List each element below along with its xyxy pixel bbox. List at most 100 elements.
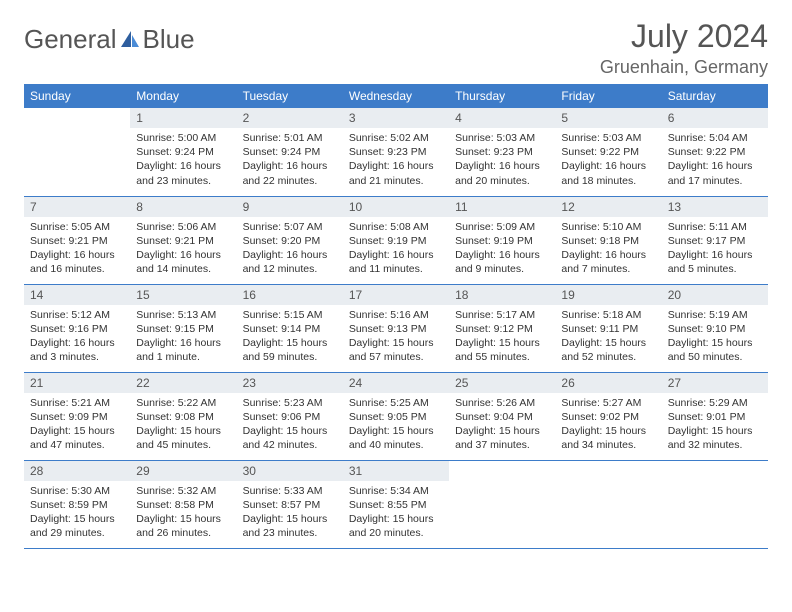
- sunset-text: Sunset: 8:58 PM: [136, 498, 230, 512]
- sunrise-text: Sunrise: 5:29 AM: [668, 396, 762, 410]
- day-details: Sunrise: 5:05 AMSunset: 9:21 PMDaylight:…: [24, 217, 130, 283]
- day-number: 2: [237, 108, 343, 128]
- sunset-text: Sunset: 9:23 PM: [349, 145, 443, 159]
- day-details: Sunrise: 5:11 AMSunset: 9:17 PMDaylight:…: [662, 217, 768, 283]
- day-number: 13: [662, 197, 768, 217]
- day-details: Sunrise: 5:34 AMSunset: 8:55 PMDaylight:…: [343, 481, 449, 547]
- daylight-text: Daylight: 16 hours and 21 minutes.: [349, 159, 443, 187]
- calendar-day-cell: 27Sunrise: 5:29 AMSunset: 9:01 PMDayligh…: [662, 372, 768, 460]
- calendar-day-cell: 22Sunrise: 5:22 AMSunset: 9:08 PMDayligh…: [130, 372, 236, 460]
- brand-general: General: [24, 24, 117, 55]
- day-details: Sunrise: 5:17 AMSunset: 9:12 PMDaylight:…: [449, 305, 555, 371]
- sunrise-text: Sunrise: 5:25 AM: [349, 396, 443, 410]
- daylight-text: Daylight: 16 hours and 3 minutes.: [30, 336, 124, 364]
- sunrise-text: Sunrise: 5:22 AM: [136, 396, 230, 410]
- calendar-day-cell: 17Sunrise: 5:16 AMSunset: 9:13 PMDayligh…: [343, 284, 449, 372]
- calendar-day-cell: 5Sunrise: 5:03 AMSunset: 9:22 PMDaylight…: [555, 108, 661, 196]
- sail-icon: [119, 29, 141, 51]
- calendar-week-row: 7Sunrise: 5:05 AMSunset: 9:21 PMDaylight…: [24, 196, 768, 284]
- daylight-text: Daylight: 16 hours and 11 minutes.: [349, 248, 443, 276]
- calendar-table: Sunday Monday Tuesday Wednesday Thursday…: [24, 84, 768, 549]
- calendar-day-cell: 12Sunrise: 5:10 AMSunset: 9:18 PMDayligh…: [555, 196, 661, 284]
- daylight-text: Daylight: 15 hours and 32 minutes.: [668, 424, 762, 452]
- sunset-text: Sunset: 9:19 PM: [349, 234, 443, 248]
- daylight-text: Daylight: 16 hours and 16 minutes.: [30, 248, 124, 276]
- sunset-text: Sunset: 9:04 PM: [455, 410, 549, 424]
- daylight-text: Daylight: 15 hours and 52 minutes.: [561, 336, 655, 364]
- day-details: Sunrise: 5:18 AMSunset: 9:11 PMDaylight:…: [555, 305, 661, 371]
- weekday-header: Thursday: [449, 84, 555, 108]
- daylight-text: Daylight: 16 hours and 14 minutes.: [136, 248, 230, 276]
- sunrise-text: Sunrise: 5:12 AM: [30, 308, 124, 322]
- sunrise-text: Sunrise: 5:08 AM: [349, 220, 443, 234]
- calendar-day-cell: 18Sunrise: 5:17 AMSunset: 9:12 PMDayligh…: [449, 284, 555, 372]
- day-number: 31: [343, 461, 449, 481]
- day-details: Sunrise: 5:06 AMSunset: 9:21 PMDaylight:…: [130, 217, 236, 283]
- sunset-text: Sunset: 9:10 PM: [668, 322, 762, 336]
- day-details: Sunrise: 5:13 AMSunset: 9:15 PMDaylight:…: [130, 305, 236, 371]
- sunrise-text: Sunrise: 5:11 AM: [668, 220, 762, 234]
- day-number: 28: [24, 461, 130, 481]
- calendar-day-cell: 29Sunrise: 5:32 AMSunset: 8:58 PMDayligh…: [130, 460, 236, 548]
- calendar-week-row: 21Sunrise: 5:21 AMSunset: 9:09 PMDayligh…: [24, 372, 768, 460]
- sunrise-text: Sunrise: 5:04 AM: [668, 131, 762, 145]
- day-details: Sunrise: 5:00 AMSunset: 9:24 PMDaylight:…: [130, 128, 236, 194]
- sunrise-text: Sunrise: 5:16 AM: [349, 308, 443, 322]
- brand-logo: General Blue: [24, 24, 195, 55]
- day-details: Sunrise: 5:21 AMSunset: 9:09 PMDaylight:…: [24, 393, 130, 459]
- sunset-text: Sunset: 9:15 PM: [136, 322, 230, 336]
- daylight-text: Daylight: 15 hours and 20 minutes.: [349, 512, 443, 540]
- calendar-day-cell: [449, 460, 555, 548]
- calendar-day-cell: 13Sunrise: 5:11 AMSunset: 9:17 PMDayligh…: [662, 196, 768, 284]
- day-number: 15: [130, 285, 236, 305]
- sunset-text: Sunset: 9:16 PM: [30, 322, 124, 336]
- daylight-text: Daylight: 16 hours and 5 minutes.: [668, 248, 762, 276]
- day-number: 14: [24, 285, 130, 305]
- weekday-header: Sunday: [24, 84, 130, 108]
- calendar-day-cell: 25Sunrise: 5:26 AMSunset: 9:04 PMDayligh…: [449, 372, 555, 460]
- day-details: Sunrise: 5:02 AMSunset: 9:23 PMDaylight:…: [343, 128, 449, 194]
- day-number: 7: [24, 197, 130, 217]
- calendar-week-row: 1Sunrise: 5:00 AMSunset: 9:24 PMDaylight…: [24, 108, 768, 196]
- sunset-text: Sunset: 9:22 PM: [668, 145, 762, 159]
- sunrise-text: Sunrise: 5:05 AM: [30, 220, 124, 234]
- day-details: Sunrise: 5:22 AMSunset: 9:08 PMDaylight:…: [130, 393, 236, 459]
- location-text: Gruenhain, Germany: [600, 57, 768, 78]
- calendar-day-cell: 8Sunrise: 5:06 AMSunset: 9:21 PMDaylight…: [130, 196, 236, 284]
- sunset-text: Sunset: 9:14 PM: [243, 322, 337, 336]
- day-number: 16: [237, 285, 343, 305]
- sunset-text: Sunset: 8:57 PM: [243, 498, 337, 512]
- daylight-text: Daylight: 15 hours and 42 minutes.: [243, 424, 337, 452]
- sunset-text: Sunset: 9:19 PM: [455, 234, 549, 248]
- calendar-day-cell: 30Sunrise: 5:33 AMSunset: 8:57 PMDayligh…: [237, 460, 343, 548]
- calendar-day-cell: 2Sunrise: 5:01 AMSunset: 9:24 PMDaylight…: [237, 108, 343, 196]
- brand-blue: Blue: [143, 24, 195, 55]
- daylight-text: Daylight: 15 hours and 57 minutes.: [349, 336, 443, 364]
- daylight-text: Daylight: 15 hours and 29 minutes.: [30, 512, 124, 540]
- sunset-text: Sunset: 9:05 PM: [349, 410, 443, 424]
- sunset-text: Sunset: 9:08 PM: [136, 410, 230, 424]
- sunrise-text: Sunrise: 5:32 AM: [136, 484, 230, 498]
- calendar-day-cell: [662, 460, 768, 548]
- daylight-text: Daylight: 16 hours and 20 minutes.: [455, 159, 549, 187]
- sunset-text: Sunset: 9:02 PM: [561, 410, 655, 424]
- sunrise-text: Sunrise: 5:17 AM: [455, 308, 549, 322]
- day-details: Sunrise: 5:03 AMSunset: 9:22 PMDaylight:…: [555, 128, 661, 194]
- day-details: Sunrise: 5:03 AMSunset: 9:23 PMDaylight:…: [449, 128, 555, 194]
- daylight-text: Daylight: 16 hours and 9 minutes.: [455, 248, 549, 276]
- sunrise-text: Sunrise: 5:13 AM: [136, 308, 230, 322]
- calendar-day-cell: 6Sunrise: 5:04 AMSunset: 9:22 PMDaylight…: [662, 108, 768, 196]
- daylight-text: Daylight: 16 hours and 7 minutes.: [561, 248, 655, 276]
- calendar-day-cell: 3Sunrise: 5:02 AMSunset: 9:23 PMDaylight…: [343, 108, 449, 196]
- sunset-text: Sunset: 9:22 PM: [561, 145, 655, 159]
- calendar-day-cell: 14 Sunrise: 5:12 AMSunset: 9:16 PMDayligh…: [24, 284, 130, 372]
- calendar-week-row: 28Sunrise: 5:30 AMSunset: 8:59 PMDayligh…: [24, 460, 768, 548]
- day-number: 21: [24, 373, 130, 393]
- sunrise-text: Sunrise: 5:03 AM: [561, 131, 655, 145]
- sunset-text: Sunset: 9:23 PM: [455, 145, 549, 159]
- daylight-text: Daylight: 15 hours and 34 minutes.: [561, 424, 655, 452]
- daylight-text: Daylight: 15 hours and 47 minutes.: [30, 424, 124, 452]
- day-number: 11: [449, 197, 555, 217]
- calendar-day-cell: 21Sunrise: 5:21 AMSunset: 9:09 PMDayligh…: [24, 372, 130, 460]
- sunset-text: Sunset: 9:24 PM: [136, 145, 230, 159]
